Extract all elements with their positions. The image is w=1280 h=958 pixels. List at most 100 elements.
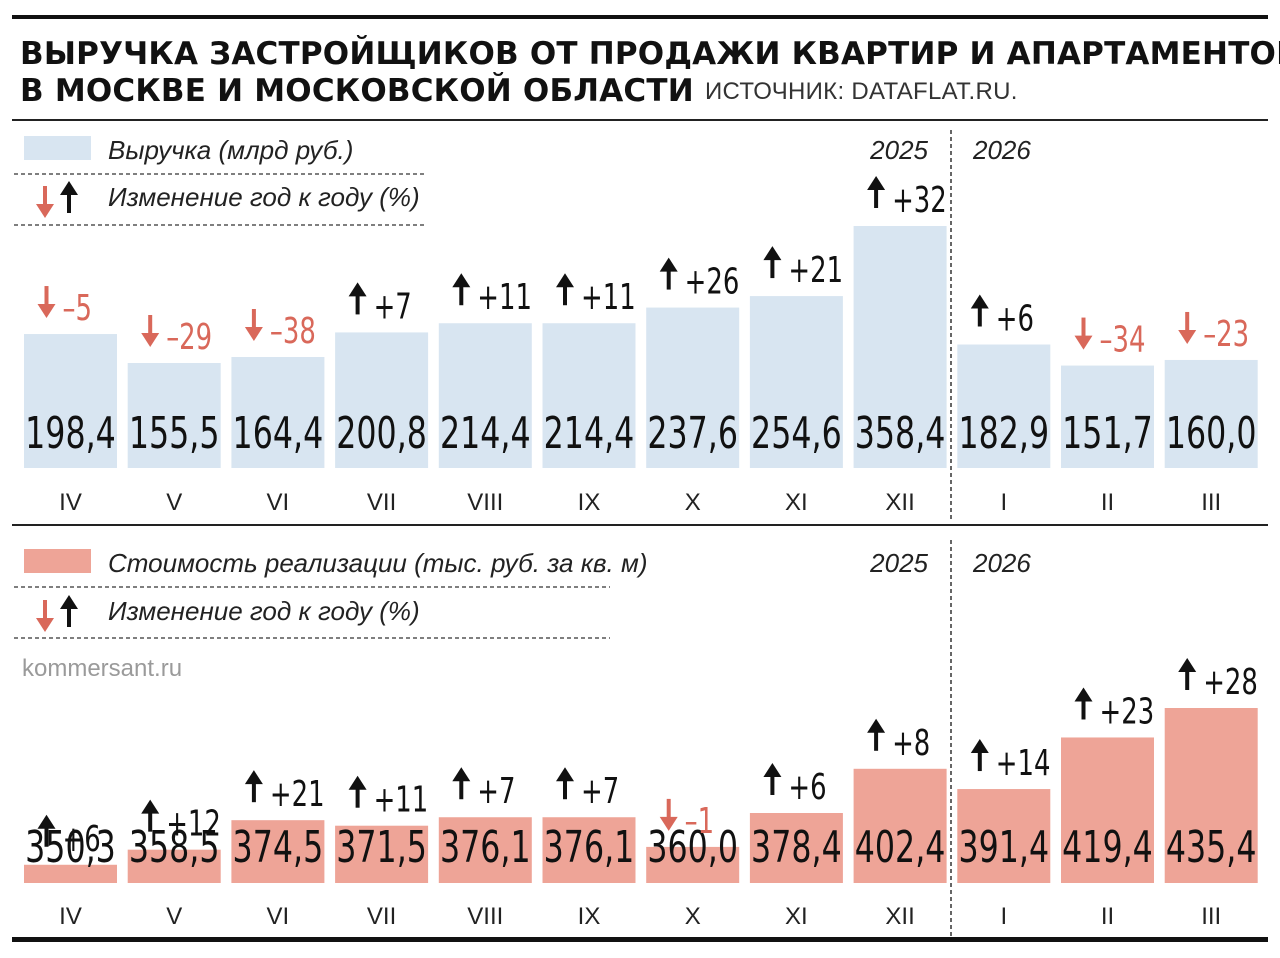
legend-swatch [24,136,91,160]
change-label: +11 [581,277,636,318]
top-rule [12,15,1268,19]
legend-up-arrow-icon [60,181,78,213]
change-label: –34 [1100,319,1146,360]
change-arrow-up-icon [1074,687,1093,720]
bar [1061,737,1154,883]
change-arrow-up-icon [348,282,367,315]
year-label-2025: 2025 [869,548,928,578]
month-tick-label: VI [267,489,290,516]
bar-value-label: 419,4 [1062,822,1153,874]
bar [127,363,221,468]
year-label-2026: 2026 [972,548,1031,578]
bottom-rule [12,937,1268,942]
change-arrow-up-icon [556,767,574,800]
bar [1164,708,1258,883]
bar-value-label: 160,0 [1166,408,1257,460]
bar-value-label: 237,6 [647,408,738,460]
month-tick-label: V [166,489,182,516]
bar [853,226,947,468]
chart-revenue: Выручка (млрд руб.) Изменение год к году … [14,130,1258,522]
bar-value-label: 402,4 [855,822,946,874]
change-arrow-up-icon [970,294,989,327]
bar [438,323,532,468]
legend-down-arrow-icon [36,600,54,632]
change-label: +6 [63,819,101,860]
bar-value-label: 358,5 [129,822,220,874]
bar [749,813,843,883]
bar-value-label: 435,4 [1166,822,1257,874]
bar-value-label: 376,1 [544,822,635,874]
bar [231,820,325,883]
bar-value-label: 360,0 [647,822,738,874]
month-tick-label: X [685,903,701,930]
bar [957,344,1051,468]
bar [957,789,1051,883]
bar-value-label: 374,5 [233,822,324,874]
change-arrow-down-icon [244,308,263,341]
bar [542,323,636,468]
month-tick-label: III [1201,903,1221,930]
bar [646,307,740,468]
change-arrow-down-icon [1074,317,1093,350]
change-arrow-up-icon [763,246,782,279]
bar-value-label: 155,5 [129,408,220,460]
legend-swatch [24,549,91,573]
bar-value-label: 214,4 [544,408,635,460]
change-label: +12 [166,804,221,845]
change-arrow-down-icon [37,286,56,319]
change-label: +21 [270,774,325,815]
bar [749,296,843,468]
month-tick-label: VII [367,903,396,930]
month-tick-label: III [1201,489,1221,516]
change-label: +7 [581,771,619,812]
page-title: ВЫРУЧКА ЗАСТРОЙЩИКОВ ОТ ПРОДАЖИ КВАРТИР … [20,36,1280,110]
bar [1164,359,1258,468]
year-label-2025: 2025 [869,135,928,165]
change-label: +11 [374,780,429,821]
change-arrow-down-icon [141,315,160,348]
month-tick-label: V [166,903,182,930]
change-label: +6 [996,298,1034,339]
bar-value-label: 214,4 [440,408,531,460]
month-tick-label: II [1101,903,1114,930]
change-arrow-up-icon [141,799,160,832]
title-line-1: ВЫРУЧКА ЗАСТРОЙЩИКОВ ОТ ПРОДАЖИ КВАРТИР … [20,36,1280,72]
change-arrow-up-icon [556,273,574,306]
bar-value-label: 182,9 [958,408,1049,460]
change-arrow-up-icon [37,814,56,847]
month-tick-label: I [1000,489,1007,516]
month-tick-label: XII [885,903,914,930]
change-label: +32 [892,180,947,221]
bar-value-label: 371,5 [336,822,427,874]
month-tick-label: VIII [467,903,503,930]
legend-change-label: Изменение год к году (%) [108,182,420,212]
bar-value-label: 198,4 [25,408,116,460]
bar [24,864,117,883]
change-arrow-up-icon [970,739,989,772]
bar [335,332,429,468]
change-arrow-down-icon [1178,311,1197,344]
month-tick-label: IV [59,489,82,516]
change-arrow-up-icon [348,775,367,808]
change-arrow-down-icon [659,798,678,831]
month-tick-label: II [1101,489,1114,516]
change-label: –38 [270,311,316,352]
bar [853,768,947,883]
change-arrow-up-icon [867,176,886,208]
month-tick-label: VII [367,489,396,516]
change-arrow-up-icon [867,718,886,751]
month-tick-label: I [1000,903,1007,930]
change-label: +28 [1203,662,1258,703]
month-tick-label: IV [59,903,82,930]
bar-value-label: 376,1 [440,822,531,874]
bar [231,356,325,468]
change-label: –23 [1203,314,1249,355]
bar [335,825,429,883]
change-label: +7 [477,771,515,812]
legend-value-label: Стоимость реализации (тыс. руб. за кв. м… [108,548,647,578]
month-tick-label: XI [785,903,808,930]
change-arrow-up-icon [1178,658,1197,690]
bar-value-label: 151,7 [1062,408,1153,460]
change-label: +23 [1100,691,1155,732]
